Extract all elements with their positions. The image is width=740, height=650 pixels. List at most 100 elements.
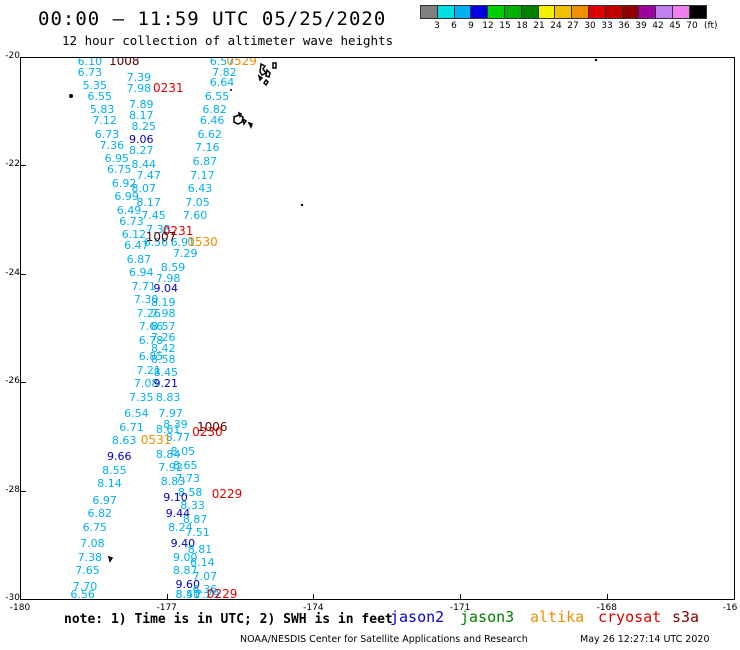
color-scale-label: 21 bbox=[533, 21, 545, 31]
color-scale-label: 3 bbox=[434, 21, 440, 31]
wave-height-label: 8.57 bbox=[151, 320, 176, 334]
lon-tick-label: -177 bbox=[156, 603, 177, 613]
wave-height-label: 8.33 bbox=[180, 499, 205, 513]
wave-height-label: 7.17 bbox=[190, 168, 215, 182]
wave-height-label: 6.57 bbox=[209, 57, 235, 68]
land-outlines bbox=[69, 58, 598, 563]
wave-height-label: 6.46 bbox=[199, 114, 225, 128]
wave-height-label: 6.73 bbox=[94, 127, 120, 141]
wave-height-label: 9.44 bbox=[165, 507, 191, 521]
color-scale-swatch bbox=[520, 5, 539, 19]
wave-height-label: 7.38 bbox=[146, 222, 171, 236]
lat-tick-label: -26 bbox=[5, 376, 20, 387]
color-scale-label: 33 bbox=[601, 21, 613, 31]
lat-tick-label: -28 bbox=[5, 484, 20, 495]
wave-height-label: 8.07 bbox=[131, 182, 156, 196]
legend-item-s3a: s3a bbox=[672, 608, 700, 626]
lon-tick-label: -171 bbox=[449, 603, 471, 613]
wave-height-label: 6.92 bbox=[111, 176, 137, 190]
pass-time-label: 0530 bbox=[187, 235, 218, 250]
pass-time-label: 0229 bbox=[211, 487, 243, 502]
wave-height-label: 8.44 bbox=[131, 157, 156, 171]
wave-height-label: 6.94 bbox=[129, 266, 154, 280]
wave-height-label: 6.82 bbox=[202, 103, 227, 117]
wave-height-label: 7.26 bbox=[136, 306, 161, 320]
timestamp-text: May 26 12:27:14 UTC 2020 bbox=[580, 634, 710, 645]
wave-height-label: 7.05 bbox=[185, 195, 210, 209]
island-dot-2 bbox=[230, 89, 232, 91]
wave-height-label: 8.17 bbox=[129, 108, 154, 122]
wave-height-label: 5.35 bbox=[82, 79, 108, 93]
wave-height-label: 6.87 bbox=[126, 252, 152, 266]
island-cluster-south bbox=[233, 111, 253, 129]
island-dot-1 bbox=[69, 94, 73, 98]
lon-tick-label: -174 bbox=[303, 603, 324, 613]
color-scale-unit: (ft) bbox=[704, 21, 718, 31]
pass-time-label: 1007 bbox=[145, 229, 177, 244]
pass-time-label: 0230 bbox=[192, 424, 223, 439]
map-panel: 6.10 6.73 5.35 6.55 5.83 7.12 6.73 7.36 6.95 6.75… bbox=[20, 57, 735, 600]
wave-height-label: 8.87 bbox=[173, 564, 198, 578]
color-scale-label: 24 bbox=[550, 21, 562, 31]
wave-height-label: 7.29 bbox=[173, 247, 198, 261]
wave-height-label: 6.62 bbox=[197, 127, 222, 141]
color-scale-swatch bbox=[655, 5, 673, 19]
lon-tick-label: -180 bbox=[9, 603, 31, 613]
lat-tick-mark bbox=[20, 382, 26, 384]
wave-height-label: 7.39 bbox=[126, 70, 152, 84]
wave-height-label: 8.17 bbox=[136, 195, 161, 209]
wave-height-label: 6.91 bbox=[170, 236, 196, 250]
wave-height-label: 6.64 bbox=[209, 76, 235, 90]
wave-height-label: 8.83 bbox=[155, 390, 181, 404]
wave-height-label: 8.55 bbox=[102, 463, 127, 477]
wave-height-label: 7.51 bbox=[185, 526, 210, 540]
wave-height-label: 8.87 bbox=[182, 512, 208, 526]
lat-tick-mark bbox=[20, 490, 26, 492]
color-scale-swatch bbox=[621, 5, 640, 19]
color-scale-swatch bbox=[503, 5, 522, 19]
wave-height-label: 6.10 bbox=[77, 57, 103, 68]
island-cluster-north bbox=[257, 62, 277, 87]
color-scale-swatch bbox=[604, 5, 623, 19]
lon-tick-mark bbox=[313, 594, 315, 600]
wave-height-label: 8.84 bbox=[155, 447, 181, 461]
wave-height-label: 6.95 bbox=[104, 152, 130, 166]
wave-height-label: 8.19 bbox=[151, 295, 176, 309]
wave-height-label: 6.99 bbox=[114, 190, 139, 204]
pass-time-label: 1006 bbox=[197, 419, 228, 434]
legend-item-jason3: jason3 bbox=[460, 608, 515, 626]
wave-height-label: 8.58 bbox=[177, 485, 203, 499]
wave-height-label: 7.29 bbox=[195, 588, 220, 600]
wave-height-label: 8.25 bbox=[131, 119, 156, 133]
wave-height-label: 7.66 bbox=[138, 320, 164, 334]
wave-height-label: 6.54 bbox=[124, 407, 149, 420]
color-scale-label: 18 bbox=[516, 21, 528, 31]
lon-tick-label: -168 bbox=[596, 603, 618, 613]
wave-height-label: 8.83 bbox=[160, 474, 186, 488]
lon-tick-label: -16 bbox=[722, 603, 738, 613]
wave-height-label: 7.08 bbox=[80, 537, 105, 551]
wave-height-label: 9.60 bbox=[175, 577, 200, 591]
island-dot-3 bbox=[300, 203, 304, 207]
wave-height-label: 6.87 bbox=[192, 154, 218, 168]
footer-note: note: 1) Time is in UTC; 2) SWH is in fe… bbox=[64, 612, 393, 627]
wave-height-label: 7.45 bbox=[141, 209, 166, 223]
wave-height-label: 6.78 bbox=[138, 333, 164, 347]
color-scale-swatch bbox=[671, 5, 690, 19]
wave-height-label: 7.98 bbox=[155, 271, 181, 285]
lat-tick-mark bbox=[20, 273, 26, 275]
color-scale-swatch bbox=[554, 5, 573, 19]
wave-height-label: 7.70 bbox=[72, 580, 98, 594]
wave-height-label: 6.85 bbox=[138, 350, 164, 364]
wave-height-label: 7.71 bbox=[131, 279, 156, 293]
wave-height-label: 9.21 bbox=[153, 377, 178, 391]
color-scale-swatch bbox=[571, 5, 589, 19]
wave-height-label: 6.43 bbox=[187, 182, 213, 196]
wave-height-label: 7.82 bbox=[212, 65, 237, 79]
wave-height-label: 6.36 bbox=[192, 583, 218, 597]
wave-height-label: 7.30 bbox=[133, 293, 159, 307]
wave-height-label: 7.98 bbox=[126, 81, 152, 95]
wave-height-label: 7.92 bbox=[158, 461, 183, 475]
wave-height-label: 6.55 bbox=[87, 89, 112, 103]
legend-item-cryosat: cryosat bbox=[598, 608, 662, 626]
